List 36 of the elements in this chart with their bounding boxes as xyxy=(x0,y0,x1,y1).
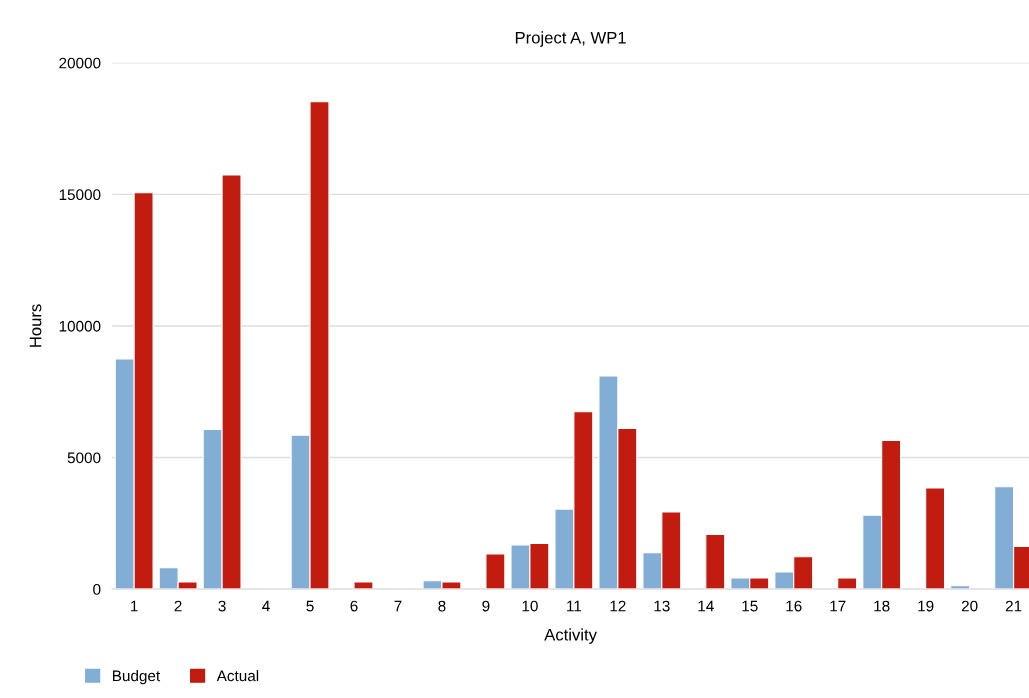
x-tick-label: 9 xyxy=(482,600,490,612)
bar xyxy=(353,581,374,590)
x-tick-label: 17 xyxy=(830,600,846,612)
y-axis-title: Hours xyxy=(29,304,42,347)
x-tick-label: 12 xyxy=(610,600,626,612)
x-tick-label: 7 xyxy=(394,600,402,612)
x-tick-label: 2 xyxy=(174,600,182,612)
x-tick-label: 21 xyxy=(1005,600,1022,612)
x-tick-label: 16 xyxy=(786,600,802,612)
x-tick-label: 13 xyxy=(654,600,670,612)
x-axis-title: Activity xyxy=(544,628,597,644)
chart-title: Project A, WP1 xyxy=(515,31,626,47)
x-tick-label: 5 xyxy=(306,600,314,612)
legend-label: Actual xyxy=(216,670,259,682)
bar xyxy=(925,487,946,590)
legend-label: Budget xyxy=(113,670,161,685)
x-tick-label: 6 xyxy=(350,600,358,612)
x-tick-label: 18 xyxy=(874,600,890,612)
x-tick-label: 19 xyxy=(918,600,934,612)
bar xyxy=(705,533,726,590)
x-tick-label: 10 xyxy=(522,600,538,612)
y-tick-label: 5000 xyxy=(67,452,101,464)
x-tick-label: 14 xyxy=(698,600,714,612)
x-tick-label: 3 xyxy=(218,600,226,612)
y-tick-label: 0 xyxy=(93,583,101,595)
bar xyxy=(485,553,506,590)
x-tick-label: 11 xyxy=(567,600,582,612)
y-tick-label: 15000 xyxy=(59,189,101,201)
x-tick-label: 20 xyxy=(961,600,978,612)
x-tick-label: 15 xyxy=(742,600,758,612)
x-tick-label: 8 xyxy=(438,600,446,612)
y-tick-label: 20000 xyxy=(59,57,101,69)
x-tick-label: 4 xyxy=(262,600,270,612)
x-tick-label: 1 xyxy=(131,600,138,612)
y-tick-label: 10000 xyxy=(59,320,101,332)
bar xyxy=(837,577,858,590)
